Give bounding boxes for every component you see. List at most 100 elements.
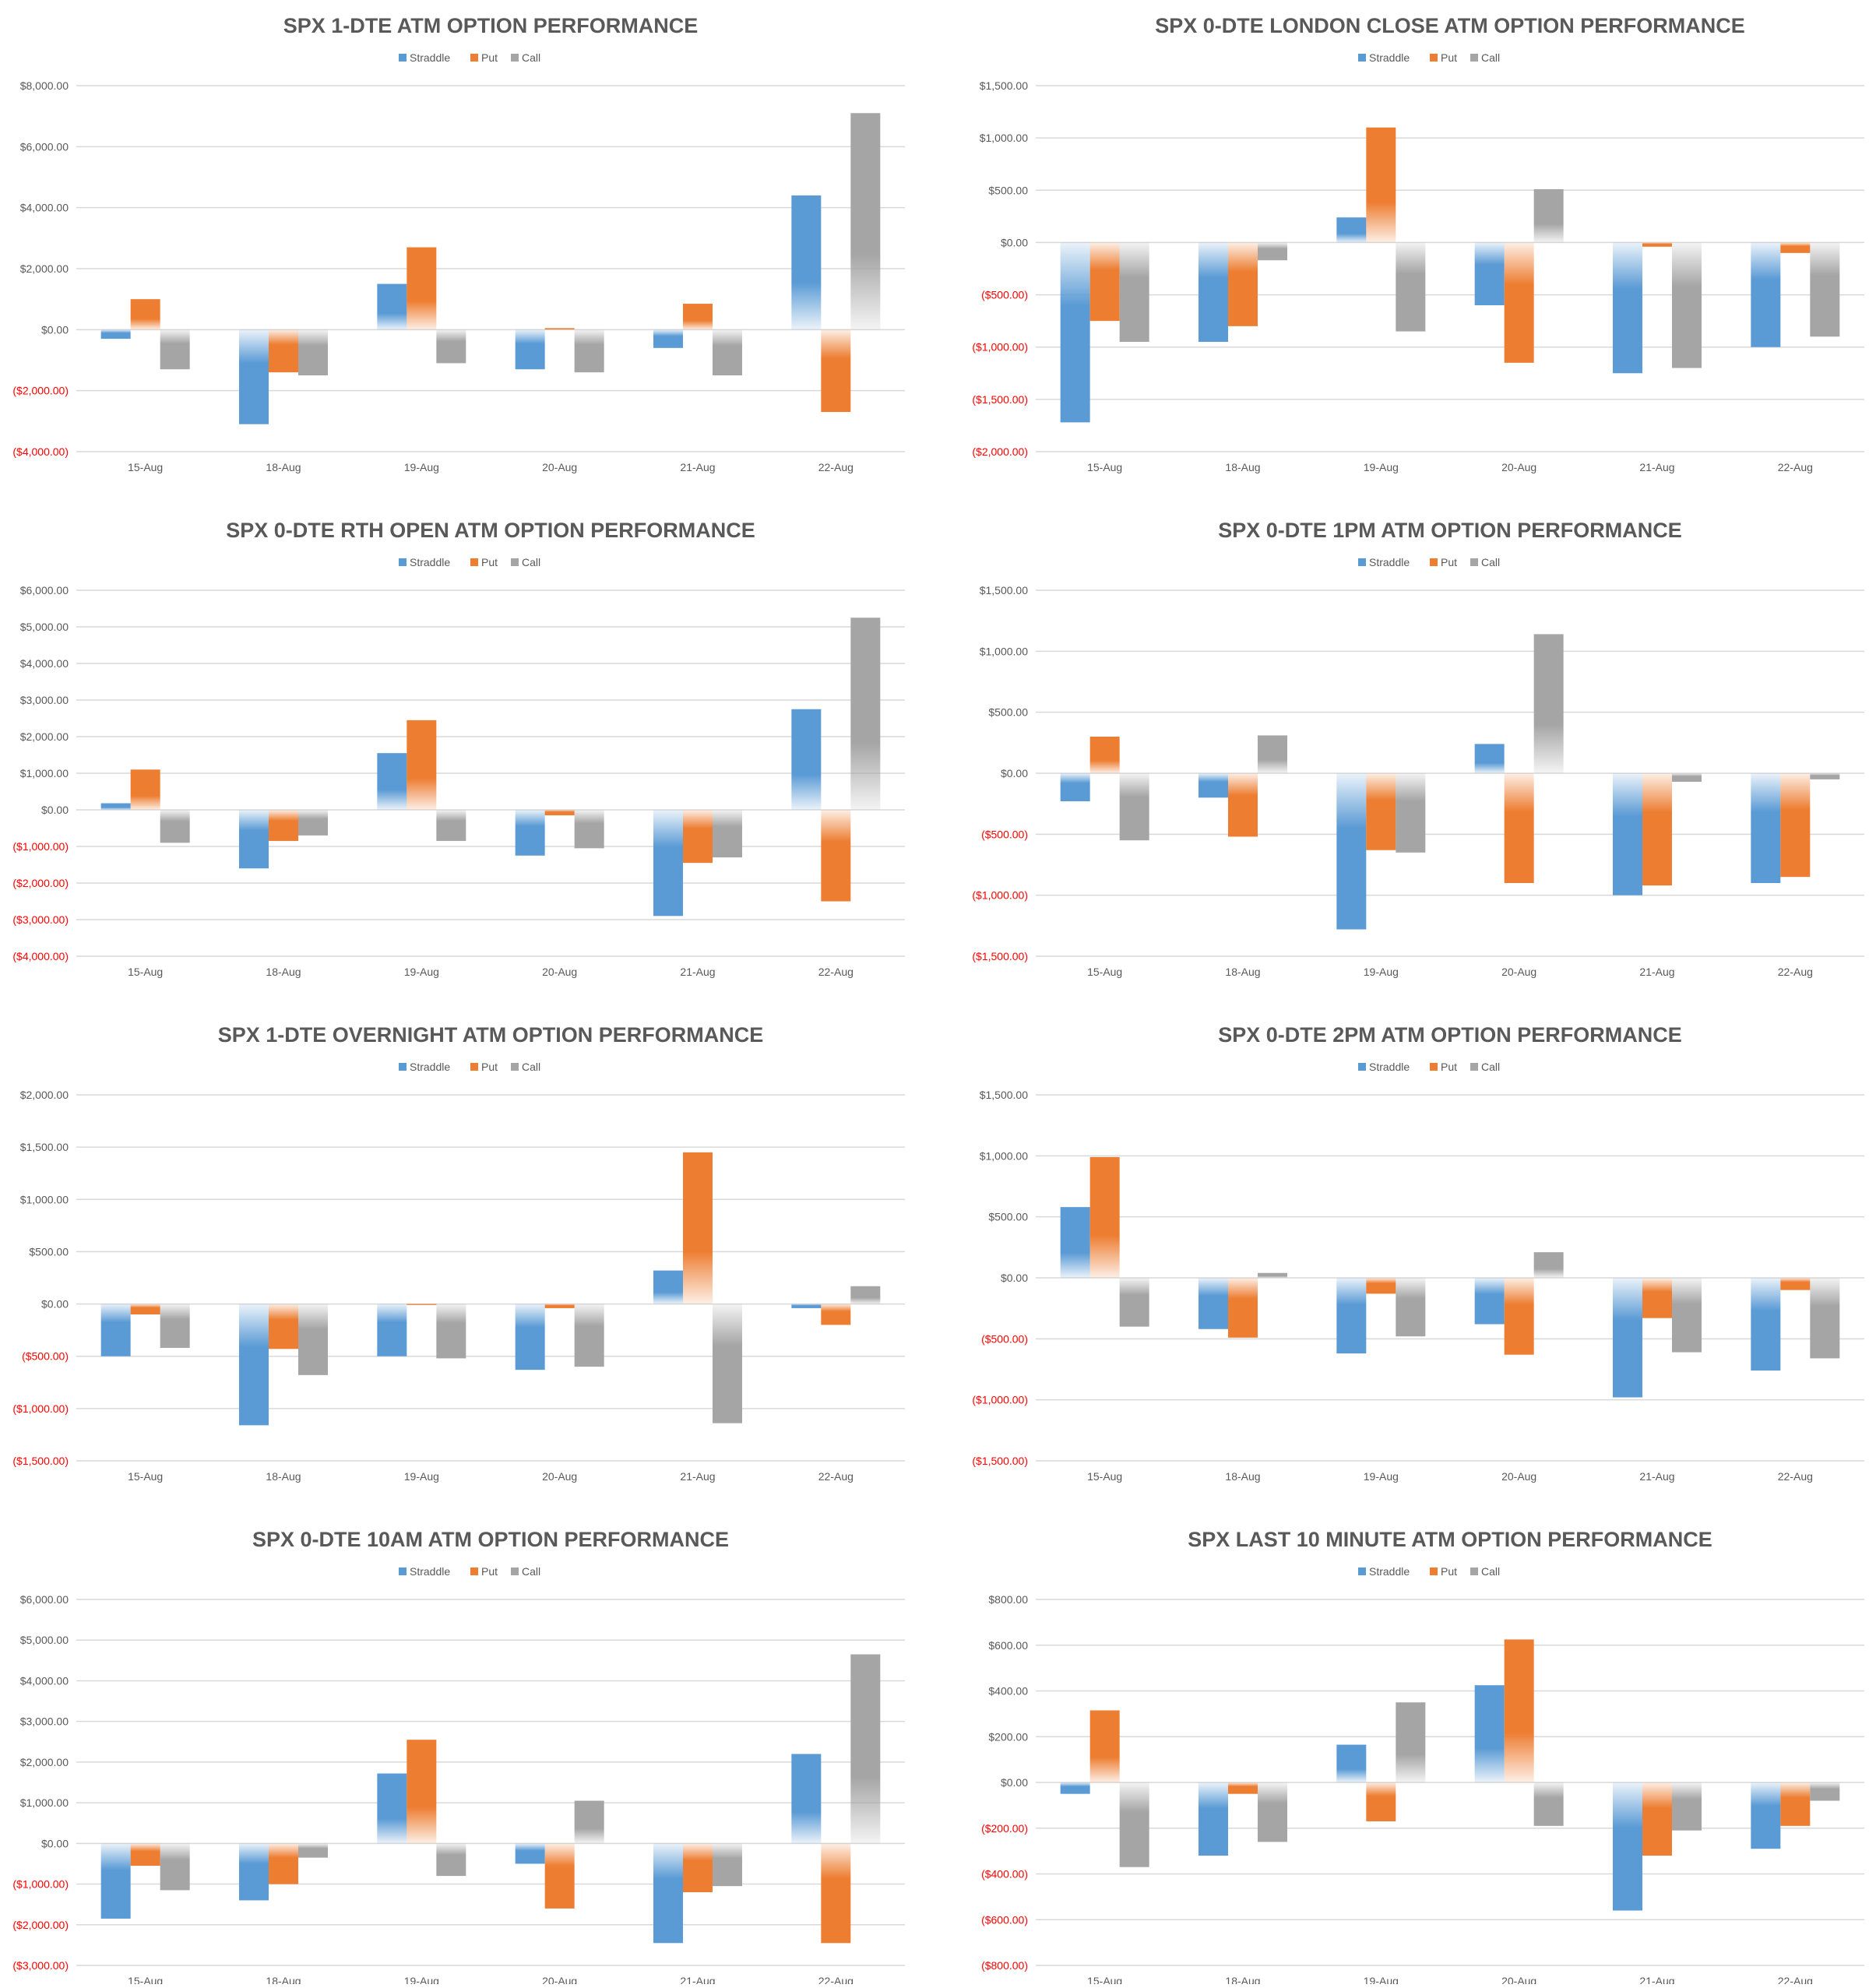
x-tick-label: 22-Aug [1778, 1470, 1813, 1483]
y-tick-label: ($1,000.00) [972, 341, 1028, 354]
bar-straddle-21-aug [1613, 242, 1642, 374]
x-tick-label: 20-Aug [542, 1975, 577, 1984]
y-tick-label: $0.00 [41, 804, 69, 816]
x-tick-label: 18-Aug [1225, 461, 1260, 473]
y-tick-label: $4,000.00 [20, 1674, 69, 1687]
bar-put-15-aug [1089, 242, 1120, 322]
x-tick-label: 15-Aug [128, 966, 163, 978]
y-tick-label: $0.00 [1001, 767, 1028, 779]
y-tick-label: ($800.00) [981, 1959, 1028, 1972]
y-tick-label: $2,000.00 [20, 1089, 69, 1101]
bar-call-21-aug [1672, 1278, 1702, 1353]
y-tick-label: $1,500.00 [980, 79, 1028, 92]
bar-call-21-aug [1672, 1782, 1702, 1831]
legend-swatch-put [1430, 54, 1438, 62]
bar-straddle-21-aug [653, 1843, 683, 1944]
bar-put-21-aug [1642, 242, 1672, 247]
y-tick-label: $1,000.00 [20, 1193, 69, 1205]
bar-call-21-aug [713, 1304, 742, 1423]
y-tick-label: ($2,000.00) [12, 385, 69, 397]
chart-title: SPX LAST 10 MINUTE ATM OPTION PERFORMANC… [1188, 1528, 1712, 1551]
y-tick-label: $5,000.00 [20, 621, 69, 633]
bar-straddle-19-aug [1336, 217, 1367, 243]
y-tick-label: ($1,000.00) [972, 889, 1028, 902]
bar-straddle-20-aug [1474, 1278, 1505, 1325]
y-tick-label: ($3,000.00) [12, 913, 69, 926]
bar-straddle-19-aug [1336, 773, 1367, 930]
x-tick-label: 15-Aug [128, 461, 163, 473]
bar-put-15-aug [1089, 1156, 1120, 1278]
bar-straddle-22-aug [1751, 1782, 1781, 1849]
bar-call-20-aug [1533, 1782, 1564, 1826]
y-tick-label: $400.00 [988, 1685, 1028, 1698]
y-tick-label: $1,000.00 [980, 1149, 1028, 1162]
bar-straddle-15-aug [100, 329, 131, 340]
bar-call-21-aug [1672, 242, 1702, 368]
y-tick-label: $0.00 [1001, 1272, 1028, 1284]
bar-call-19-aug [1396, 1702, 1426, 1782]
y-tick-label: $800.00 [988, 1593, 1028, 1606]
legend-label-call: Call [1481, 51, 1500, 64]
bar-put-18-aug [1228, 1782, 1258, 1794]
bar-call-22-aug [1810, 773, 1840, 779]
x-tick-label: 22-Aug [1778, 966, 1813, 978]
y-tick-label: ($500.00) [981, 1332, 1028, 1345]
chart-3: SPX 0-DTE RTH OPEN ATM OPTION PERFORMANC… [12, 519, 905, 978]
legend-swatch-put [470, 54, 478, 62]
bar-call-20-aug [574, 810, 604, 849]
x-tick-label: 15-Aug [1087, 1470, 1122, 1483]
x-tick-label: 19-Aug [404, 461, 439, 473]
y-tick-label: ($500.00) [981, 828, 1028, 840]
legend-label-call: Call [522, 51, 540, 64]
bar-straddle-15-aug [100, 803, 131, 810]
y-tick-label: $1,500.00 [980, 584, 1028, 596]
bar-put-18-aug [269, 1843, 298, 1884]
y-tick-label: $500.00 [29, 1245, 69, 1258]
chart-4: SPX 0-DTE 1PM ATM OPTION PERFORMANCE Stra… [972, 519, 1864, 978]
y-tick-label: $6,000.00 [20, 584, 69, 596]
bar-put-19-aug [1366, 773, 1396, 850]
legend-label-straddle: Straddle [410, 1565, 450, 1578]
bar-put-21-aug [1642, 773, 1672, 886]
bar-straddle-19-aug [377, 1773, 407, 1844]
bar-straddle-19-aug [1336, 1744, 1367, 1782]
x-tick-label: 15-Aug [128, 1975, 163, 1984]
bar-put-20-aug [1504, 1639, 1534, 1782]
y-tick-label: $3,000.00 [20, 694, 69, 706]
legend-swatch-straddle [1358, 54, 1366, 62]
bar-call-18-aug [1258, 1272, 1287, 1278]
y-tick-label: $3,000.00 [20, 1715, 69, 1728]
bar-call-21-aug [713, 329, 742, 376]
bar-call-20-aug [574, 1304, 604, 1367]
bar-call-20-aug [1533, 1252, 1564, 1278]
x-tick-label: 18-Aug [266, 461, 301, 473]
bar-straddle-15-aug [1060, 1207, 1090, 1278]
bar-put-15-aug [130, 769, 160, 810]
chart-title: SPX 0-DTE 2PM ATM OPTION PERFORMANCE [1218, 1023, 1682, 1047]
x-tick-label: 21-Aug [1639, 1975, 1674, 1984]
y-tick-label: $1,500.00 [20, 1141, 69, 1153]
bar-put-19-aug [407, 247, 437, 330]
bar-put-19-aug [407, 1304, 437, 1306]
x-tick-label: 18-Aug [266, 1975, 301, 1984]
x-tick-label: 19-Aug [404, 966, 439, 978]
bar-call-18-aug [1258, 1782, 1287, 1842]
y-tick-label: ($1,000.00) [12, 1402, 69, 1415]
bar-call-22-aug [850, 113, 881, 330]
chart-8: SPX LAST 10 MINUTE ATM OPTION PERFORMANC… [981, 1528, 1864, 1987]
legend-swatch-call [511, 1063, 519, 1071]
y-tick-label: $1,000.00 [980, 645, 1028, 657]
x-tick-label: 18-Aug [266, 966, 301, 978]
bar-straddle-20-aug [1474, 744, 1505, 773]
chart-title: SPX 0-DTE 1PM ATM OPTION PERFORMANCE [1218, 519, 1682, 542]
bar-straddle-18-aug [239, 810, 269, 869]
bar-straddle-18-aug [239, 329, 269, 424]
bar-straddle-19-aug [377, 1304, 407, 1356]
bar-call-22-aug [850, 1286, 881, 1304]
legend-swatch-call [511, 54, 519, 62]
x-tick-label: 20-Aug [542, 1470, 577, 1483]
bar-put-22-aug [821, 1843, 851, 1944]
legend-label-put: Put [481, 51, 498, 64]
bar-straddle-20-aug [1474, 1685, 1505, 1782]
